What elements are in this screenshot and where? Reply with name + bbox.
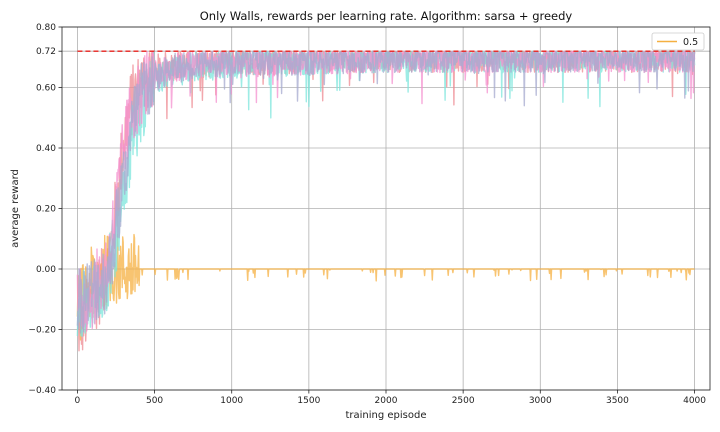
x-tick-label: 4000 xyxy=(683,396,706,406)
x-axis-label: training episode xyxy=(345,410,426,421)
y-axis-label: average reward xyxy=(10,169,21,248)
x-tick-label: 3000 xyxy=(529,396,552,406)
y-tick-label: 0.00 xyxy=(36,265,56,275)
x-tick-label: 500 xyxy=(146,396,163,406)
legend: 0.5 xyxy=(651,32,705,51)
x-tick-label: 0 xyxy=(75,396,81,406)
chart-title: Only Walls, rewards per learning rate. A… xyxy=(200,9,573,23)
y-tick-label: 0.60 xyxy=(36,84,56,94)
y-tick-label: −0.40 xyxy=(28,386,56,396)
legend-label: 0.5 xyxy=(683,37,698,48)
y-tick-label: −0.20 xyxy=(28,326,56,336)
x-tick-label: 1000 xyxy=(220,396,243,406)
y-tick-label: 0.40 xyxy=(36,144,56,154)
series-layer xyxy=(76,50,696,352)
x-tick-label: 2000 xyxy=(375,396,398,406)
x-tick-label: 1500 xyxy=(297,396,320,406)
y-tick-label: 0.72 xyxy=(36,47,56,57)
legend-box xyxy=(651,32,705,51)
series-line xyxy=(76,50,696,334)
x-tick-label: 3500 xyxy=(606,396,629,406)
y-axis: −0.40 −0.20 0.00 0.20 0.40 0.60 0.72 0.80 xyxy=(28,23,62,396)
x-tick-label: 2500 xyxy=(452,396,475,406)
y-tick-label: 0.80 xyxy=(36,23,56,33)
x-axis: 0 500 1000 1500 2000 2500 3000 3500 4000 xyxy=(75,390,706,406)
series-line xyxy=(76,233,695,341)
y-tick-label: 0.20 xyxy=(36,205,56,215)
